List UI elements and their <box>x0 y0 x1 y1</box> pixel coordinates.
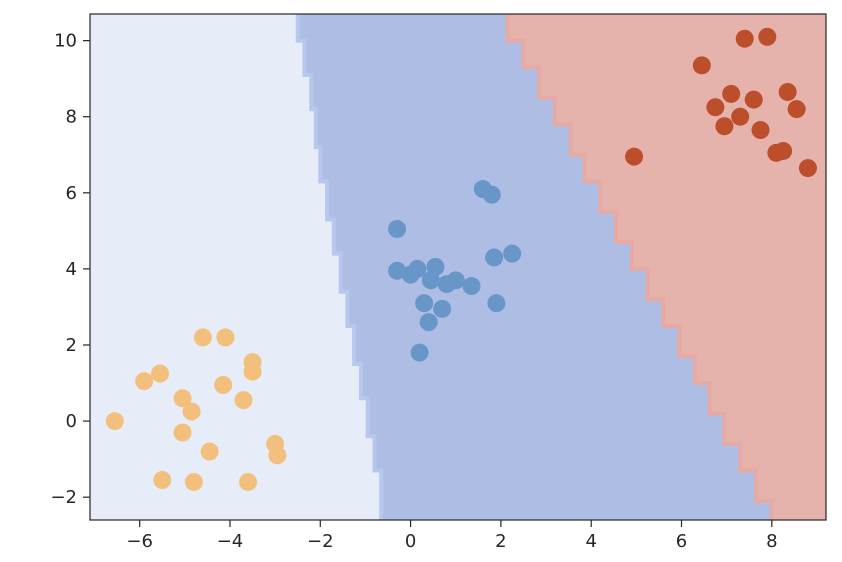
data-point <box>503 245 521 263</box>
data-point <box>487 294 505 312</box>
data-point <box>244 353 262 371</box>
x-tick-label: −2 <box>307 531 334 552</box>
y-tick-label: 10 <box>54 31 77 52</box>
scatter-decision-chart: −6 −4 −2 0 2 4 6 8 −2 0 2 4 6 8 10 <box>0 0 842 562</box>
data-point <box>153 471 171 489</box>
data-point <box>779 83 797 101</box>
data-point <box>106 412 124 430</box>
data-point <box>214 376 232 394</box>
data-point <box>426 258 444 276</box>
y-tick-label: −2 <box>50 487 77 508</box>
data-point <box>788 100 806 118</box>
data-point <box>433 300 451 318</box>
data-point <box>722 85 740 103</box>
data-point <box>485 248 503 266</box>
data-point <box>185 473 203 491</box>
x-tick-label: 6 <box>676 531 687 552</box>
x-tick-label: 2 <box>495 531 506 552</box>
data-point <box>415 294 433 312</box>
data-point <box>151 365 169 383</box>
x-tick-label: 8 <box>766 531 777 552</box>
data-point <box>731 108 749 126</box>
y-tick-label: 6 <box>66 183 77 204</box>
y-tick-label: 8 <box>66 107 77 128</box>
data-point <box>693 56 711 74</box>
data-point <box>174 424 192 442</box>
data-point <box>752 121 770 139</box>
chart-svg: −6 −4 −2 0 2 4 6 8 −2 0 2 4 6 8 10 <box>0 0 842 562</box>
data-point <box>239 473 257 491</box>
x-tick-label: −6 <box>126 531 153 552</box>
x-tick-label: −4 <box>217 531 244 552</box>
data-point <box>194 328 212 346</box>
data-point <box>420 313 438 331</box>
data-point <box>411 344 429 362</box>
data-point <box>774 142 792 160</box>
data-point <box>745 91 763 109</box>
data-point <box>799 159 817 177</box>
data-point <box>216 328 234 346</box>
data-point <box>625 148 643 166</box>
data-point <box>736 30 754 48</box>
data-point <box>706 98 724 116</box>
x-tick-label: 0 <box>405 531 416 552</box>
data-point <box>174 389 192 407</box>
y-tick-label: 2 <box>66 335 77 356</box>
data-point <box>268 446 286 464</box>
x-tick-label: 4 <box>585 531 596 552</box>
y-tick-label: 4 <box>66 259 77 280</box>
data-point <box>201 443 219 461</box>
data-point <box>235 391 253 409</box>
data-point <box>715 117 733 135</box>
plot-area <box>90 14 826 520</box>
data-point <box>463 277 481 295</box>
data-point <box>758 28 776 46</box>
data-point <box>135 372 153 390</box>
data-point <box>388 220 406 238</box>
data-point <box>447 271 465 289</box>
y-tick-label: 0 <box>66 411 77 432</box>
data-point <box>483 186 501 204</box>
